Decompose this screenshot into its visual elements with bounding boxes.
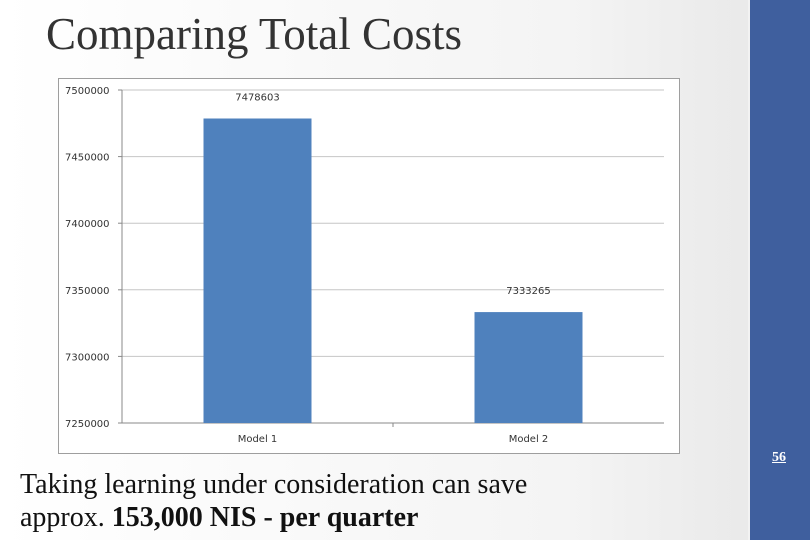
slide-caption: Taking learning under consideration can … <box>20 468 740 534</box>
x-tick-label: Model 1 <box>238 434 278 445</box>
slide-title: Comparing Total Costs <box>46 9 463 59</box>
y-tick-label: 7250000 <box>65 419 110 430</box>
bar <box>474 312 583 423</box>
x-tick-label: Model 2 <box>509 434 549 445</box>
caption-line-2: approx. 153,000 NIS - per quarter <box>20 501 740 534</box>
y-tick-label: 7300000 <box>65 352 110 363</box>
y-tick-label: 7400000 <box>65 219 110 230</box>
sidebar-accent <box>748 0 810 540</box>
caption-line-1: Taking learning under consideration can … <box>20 469 528 500</box>
caption-emphasis: 153,000 NIS - per quarter <box>111 502 419 534</box>
page-number: 56 <box>772 450 786 465</box>
data-label: 7333265 <box>506 286 551 297</box>
y-tick-label: 7450000 <box>65 153 110 164</box>
caption-prefix: approx. <box>20 502 112 534</box>
bar-chart: 7250000 7300000 7350000 7400000 7450000 75000… <box>65 86 664 445</box>
data-label: 7478603 <box>235 93 280 104</box>
bar <box>203 118 312 424</box>
sidebar-divider <box>748 0 750 540</box>
y-tick-label: 7500000 <box>65 86 110 97</box>
y-tick-label: 7350000 <box>65 286 110 297</box>
